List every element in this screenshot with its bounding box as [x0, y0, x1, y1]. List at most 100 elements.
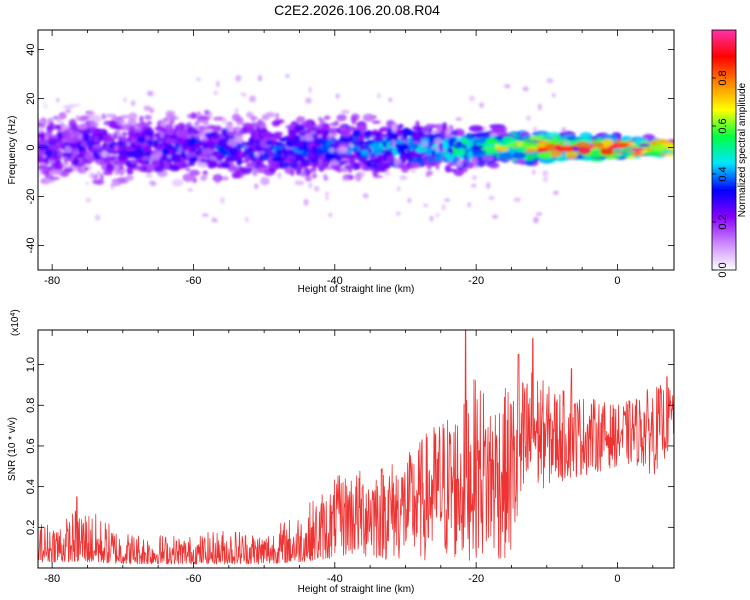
heatmap-cell [358, 140, 365, 146]
heatmap-cell [485, 149, 499, 156]
heatmap-cell [72, 157, 80, 167]
heatmap-cell [305, 97, 312, 104]
heatmap-cell [110, 182, 122, 186]
heatmap-cell [414, 132, 424, 142]
heatmap-cell [237, 134, 243, 140]
heatmap-cell [196, 111, 202, 116]
heatmap-cell [396, 185, 401, 192]
heatmap-cell [311, 130, 316, 135]
heatmap-cell [252, 168, 258, 177]
heatmap-cell [311, 173, 318, 179]
heatmap-cell [49, 122, 55, 127]
heatmap-cell [352, 129, 362, 137]
heatmap-cell [285, 154, 296, 164]
heatmap-cell [235, 125, 242, 132]
heatmap-cell [43, 167, 48, 172]
heatmap-cell [218, 140, 226, 144]
heatmap-cell [255, 152, 261, 158]
heatmap-cell [600, 147, 615, 156]
heatmap-cell [166, 143, 173, 150]
heatmap-cell [38, 156, 45, 163]
snr-ytick-label: 1.0 [25, 357, 37, 372]
heatmap-cell [61, 127, 65, 132]
heatmap-cell [89, 110, 95, 117]
heatmap-cell [343, 154, 354, 160]
heatmap-cell [145, 135, 151, 141]
heatmap-cell [116, 177, 127, 184]
heatmap-cell [256, 168, 265, 174]
heatmap-cell [644, 150, 662, 156]
heatmap-cell [261, 114, 270, 121]
heatmap-cell [563, 141, 571, 147]
heatmap-cell [371, 120, 381, 124]
heatmap-cell [145, 173, 153, 178]
heatmap-cell [255, 125, 262, 133]
heatmap-cell [106, 155, 112, 165]
heatmap-cell [378, 142, 384, 148]
heatmap-cell [193, 143, 200, 148]
heatmap-cell [295, 116, 306, 124]
heatmap-cell [249, 95, 256, 103]
heatmap-cell [273, 152, 278, 158]
snr-xtick-label: -20 [468, 573, 484, 585]
heatmap-cell [485, 138, 499, 144]
heatmap-cell [144, 115, 152, 120]
heatmap-cell [260, 165, 268, 169]
heatmap-cell [85, 197, 92, 203]
heatmap-cell [220, 117, 228, 124]
heatmap-cell [223, 145, 233, 150]
heatmap-cell [235, 74, 242, 82]
heatmap-cell [72, 131, 81, 139]
heatmap-cell [532, 136, 544, 141]
heatmap-cell [184, 150, 189, 155]
heatmap-cell [537, 103, 542, 111]
heatmap-cell [165, 136, 171, 145]
heatmap-cell [221, 128, 229, 137]
snr-series-line [38, 330, 674, 565]
heatmap-cell [388, 97, 393, 102]
heatmap-cell [434, 155, 444, 162]
heatmap-cell [304, 133, 314, 142]
heatmap-cell [473, 165, 480, 169]
heatmap-cell [335, 93, 340, 99]
heatmap-cell [526, 115, 531, 122]
heatmap-cell [197, 115, 210, 121]
heatmap-cell [303, 143, 309, 153]
heatmap-cell [117, 118, 125, 125]
heatmap-cell [81, 115, 91, 120]
heatmap-cell [366, 132, 379, 138]
heatmap-cell [237, 159, 243, 165]
heatmap-cell [64, 137, 74, 143]
heatmap-cell [153, 165, 165, 173]
heatmap-cell [193, 127, 198, 132]
heatmap-cell [431, 149, 436, 156]
heatmap-cell [360, 150, 367, 156]
heatmap-cell [44, 149, 54, 157]
heatmap-cell [102, 134, 114, 143]
heatmap-cell [75, 115, 80, 121]
heatmap-cell [336, 148, 341, 154]
snr-xlabel: Height of straight line (km) [298, 584, 415, 595]
heatmap-cell [244, 216, 250, 223]
heatmap-cell [188, 121, 192, 127]
spectrogram-frame [37, 29, 675, 271]
heatmap-cell [430, 129, 443, 134]
heatmap-cell [325, 195, 329, 201]
heatmap-cell [420, 126, 430, 133]
heatmap-cell [244, 147, 254, 153]
spectrogram-xtick-label: -40 [327, 275, 343, 287]
heatmap-cell [234, 169, 242, 179]
heatmap-cell [327, 135, 333, 139]
heatmap-cell [293, 147, 299, 152]
spectrogram-ytick-label: 0 [25, 144, 37, 150]
heatmap-cell [260, 130, 272, 138]
heatmap-cell [91, 122, 99, 128]
snr-ytick-label: 0.2 [25, 520, 37, 535]
snr-ytick-label: 0.8 [25, 398, 37, 413]
heatmap-cell [441, 122, 448, 131]
heatmap-cell [445, 130, 450, 136]
heatmap-cell [86, 139, 95, 147]
heatmap-cell [94, 214, 101, 221]
heatmap-cell [280, 137, 288, 142]
heatmap-cell [169, 119, 175, 125]
